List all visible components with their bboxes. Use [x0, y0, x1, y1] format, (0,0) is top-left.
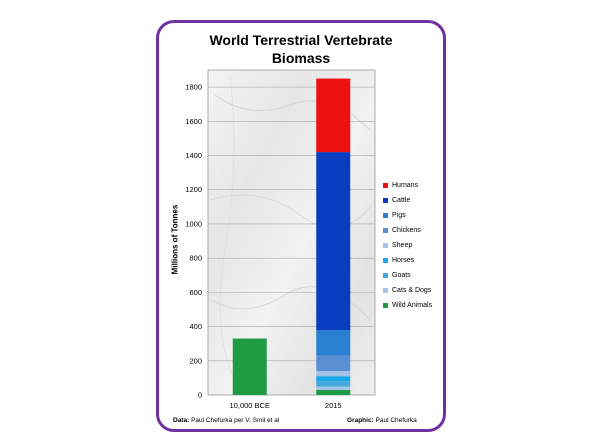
- graphic-credit: Graphic: Paul Chefurka: [347, 417, 417, 424]
- bar-segment-wild-animals-1: [316, 389, 351, 395]
- bar-segment-humans-1: [316, 78, 351, 153]
- chart-title-line2: Biomass: [271, 50, 331, 66]
- legend-swatch: [383, 213, 388, 218]
- chart-title: World Terrestrial Vertebrate Biomass: [159, 31, 443, 67]
- legend-label: Pigs: [392, 212, 406, 219]
- legend-swatch: [383, 288, 388, 293]
- legend-swatch: [383, 198, 388, 203]
- legend-label: Sheep: [392, 242, 413, 249]
- data-source-label: Data:: [173, 417, 190, 424]
- y-tick-label: 1600: [185, 117, 202, 126]
- bar-segment-cattle-1: [316, 152, 351, 330]
- legend-swatch: [383, 273, 388, 278]
- bar-segment-sheep-1: [316, 371, 351, 377]
- x-tick-label: 2015: [325, 401, 342, 410]
- graphic-credit-text: Paul Chefurka: [375, 417, 417, 424]
- legend-swatch: [383, 243, 388, 248]
- y-tick-label: 600: [189, 288, 202, 297]
- y-tick-label: 1200: [185, 185, 202, 194]
- legend-label: Goats: [392, 272, 411, 279]
- bar-segment-goats-1: [316, 381, 351, 387]
- y-tick-label: 1400: [185, 151, 202, 160]
- bar-segment-horses-1: [316, 376, 351, 382]
- legend-swatch: [383, 258, 388, 263]
- chart-title-line1: World Terrestrial Vertebrate: [209, 32, 393, 48]
- legend-swatch: [383, 228, 388, 233]
- legend-swatch: [383, 183, 388, 188]
- x-tick-label: 10,000 BCE: [230, 401, 270, 410]
- legend-label: Wild Animals: [392, 302, 433, 309]
- legend-label: Chickens: [392, 227, 421, 234]
- graphic-credit-label: Graphic:: [347, 417, 374, 424]
- y-tick-label: 800: [189, 254, 202, 263]
- bar-segment-cats-dogs-1: [316, 386, 351, 390]
- y-tick-label: 1000: [185, 219, 202, 228]
- data-source-text: Paul Chefurka per V. Smil et al: [191, 417, 280, 424]
- y-tick-label: 0: [198, 391, 202, 400]
- legend-label: Humans: [392, 182, 419, 189]
- legend-label: Horses: [392, 257, 415, 264]
- legend-swatch: [383, 303, 388, 308]
- data-source-credit: Data: Paul Chefurka per V. Smil et al: [173, 417, 279, 424]
- y-tick-label: 400: [189, 322, 202, 331]
- y-tick-label: 200: [189, 356, 202, 365]
- legend-label: Cattle: [392, 197, 411, 204]
- bar-segment-pigs-1: [316, 330, 351, 356]
- bar-segment-wild-animals-0: [232, 338, 267, 395]
- y-tick-label: 1800: [185, 83, 202, 92]
- bar-segment-chickens-1: [316, 355, 351, 372]
- legend-label: Cats & Dogs: [392, 287, 432, 294]
